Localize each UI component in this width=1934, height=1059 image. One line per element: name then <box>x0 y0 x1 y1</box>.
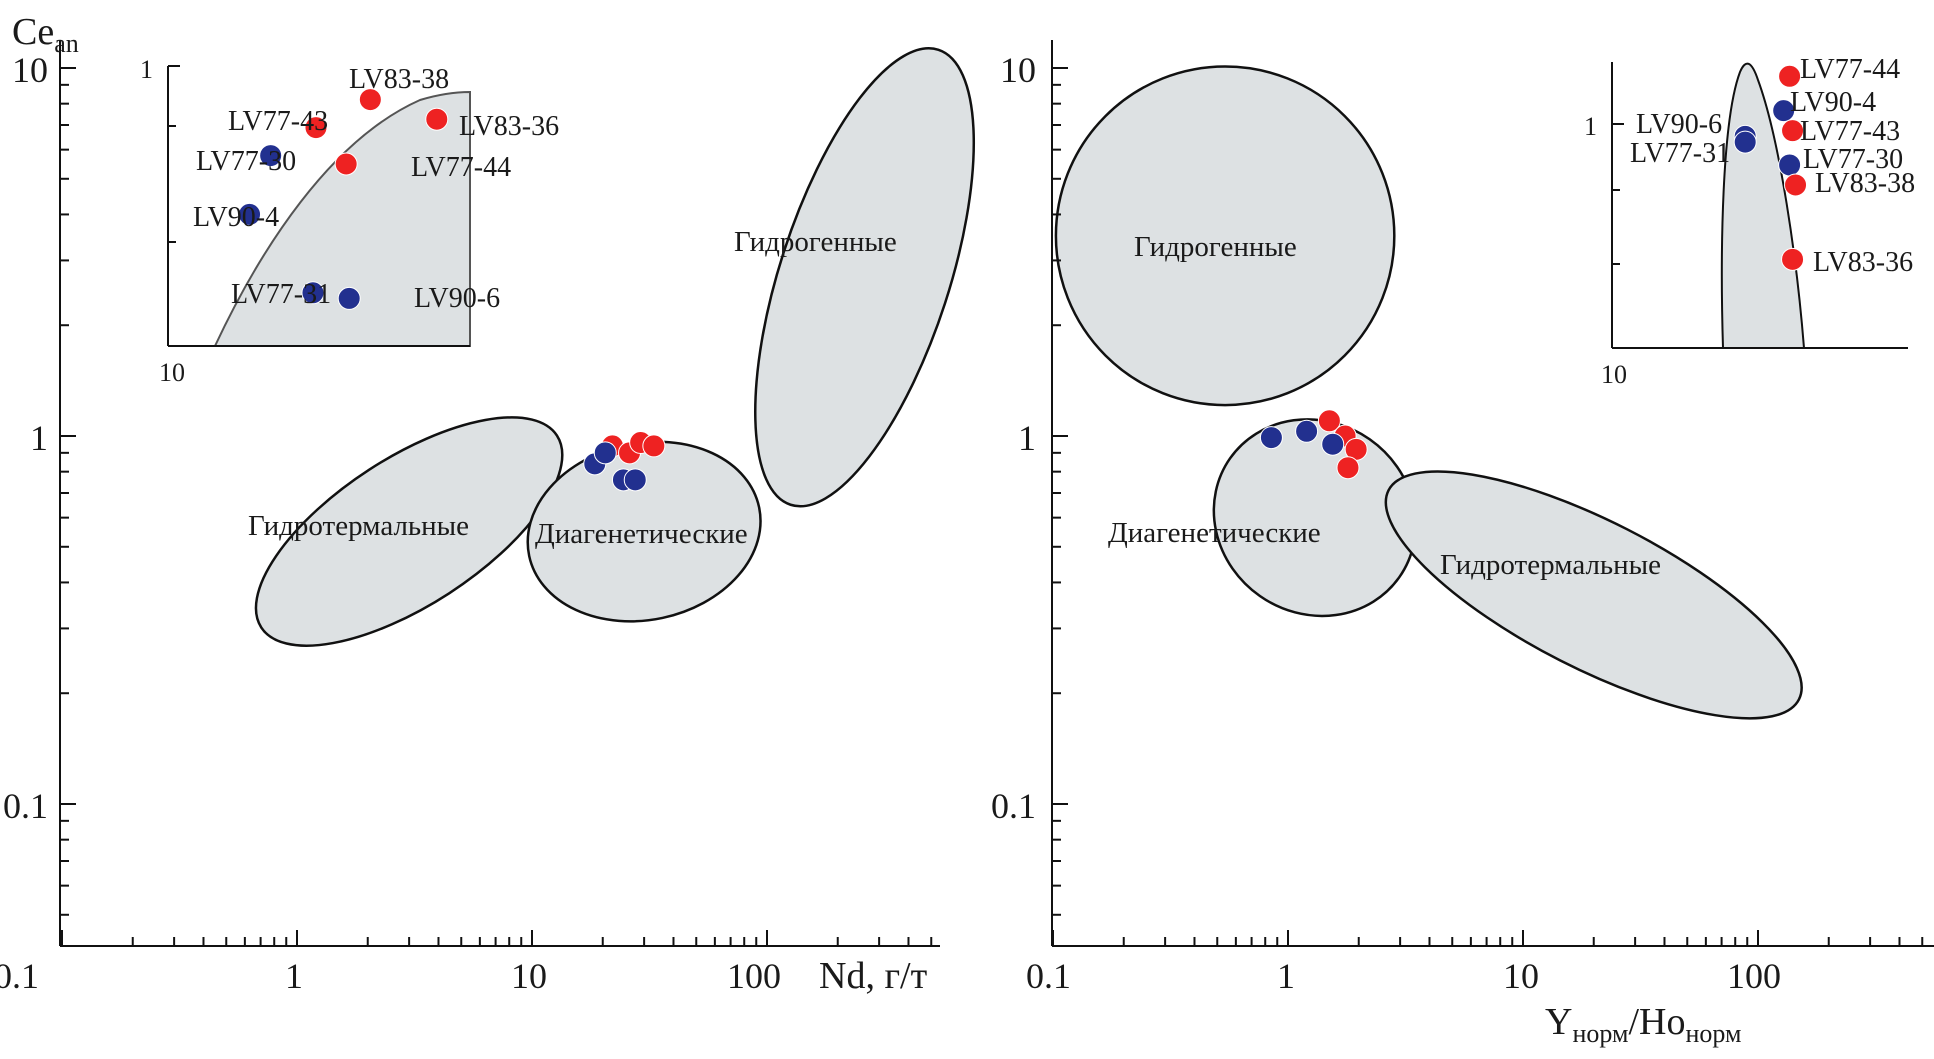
inset-point-lv83-38 <box>358 88 382 112</box>
left-points <box>583 431 666 492</box>
left-field-label-diagenetic: Диагенетические <box>535 518 748 550</box>
right-inset-label-lv83-36: LV83-36 <box>1813 247 1913 278</box>
right-points <box>1259 409 1368 480</box>
left-field-label-hydrogenetic: Гидрогенные <box>734 226 897 258</box>
right-x-axis-title: Yнорм/Hoнорм <box>1545 1001 1741 1048</box>
left-inset-label-lv77-31: LV77-31 <box>231 279 331 310</box>
blue-data-point <box>1259 426 1283 450</box>
right-inset-label-lv77-30: LV77-30 <box>1803 144 1903 175</box>
right-fields <box>1054 65 1803 720</box>
red-data-point <box>1317 409 1341 433</box>
inset-point-lv90-4 <box>238 202 262 226</box>
inset-point-lv77-43 <box>304 116 328 140</box>
field-ellipse <box>1212 418 1417 618</box>
inset-point-lv83-36 <box>1781 247 1805 271</box>
right-field-label-diagenetic: Диагенетические <box>1108 517 1321 549</box>
left-x-tick-0.1: 0.1 <box>0 956 39 996</box>
field-ellipse <box>1054 65 1396 407</box>
right-inset-label-lv77-43: LV77-43 <box>1800 116 1900 147</box>
left-fields <box>254 47 976 647</box>
left-field-label-hydrothermal: Гидротермальные <box>248 510 469 542</box>
field-ellipse <box>1384 470 1803 720</box>
left-axes <box>59 40 940 947</box>
right-inset-y-tick-label: 1 <box>1584 112 1597 141</box>
inset-point-lv77-44 <box>1778 64 1802 88</box>
inset-point-lv90-4 <box>1772 99 1796 123</box>
left-y-axis-title: Cean <box>12 11 79 58</box>
right-axes <box>1051 40 1934 947</box>
right-x-tick-0.1: 0.1 <box>1026 956 1071 996</box>
right-y-tick-10: 10 <box>1000 50 1036 90</box>
right-field-label-hydrogenetic: Гидрогенные <box>1134 231 1297 263</box>
right-inset-x-tick-label: 10 <box>1601 360 1627 389</box>
field-ellipse <box>754 47 976 508</box>
right-inset: 1 10 LV77-44 LV90-4 LV77-43 LV90-6 LV77-… <box>1584 54 1915 389</box>
left-x-axis-title: Nd, г/т <box>819 955 928 997</box>
red-data-point <box>642 434 666 458</box>
blue-data-point <box>1321 432 1345 456</box>
right-inset-points <box>1733 64 1808 271</box>
left-x-tick-100: 100 <box>727 956 781 996</box>
left-y-tick-1: 1 <box>30 418 48 458</box>
right-inset-label-lv83-38: LV83-38 <box>1815 168 1915 199</box>
blue-data-point <box>623 468 647 492</box>
field-ellipse <box>254 416 564 647</box>
inset-point-lv77-30 <box>1778 153 1802 177</box>
left-inset-x-tick-label: 10 <box>159 358 185 387</box>
right-inset-label-lv77-31: LV77-31 <box>1630 138 1730 169</box>
blue-data-point <box>593 441 617 465</box>
inset-point-lv77-31 <box>1733 130 1757 154</box>
left-y-tick-0.1: 0.1 <box>3 786 48 826</box>
right-field-label-hydrothermal: Гидротермальные <box>1440 549 1661 581</box>
left-inset-label-lv83-38: LV83-38 <box>349 64 449 95</box>
right-x-tick-100: 100 <box>1727 956 1781 996</box>
left-inset-y-tick-label: 1 <box>140 55 153 84</box>
left-inset-points <box>238 88 449 310</box>
left-inset-label-lv77-43: LV77-43 <box>228 106 328 137</box>
left-inset-label-lv83-36: LV83-36 <box>459 111 559 142</box>
red-data-point <box>1336 456 1360 480</box>
right-y-tick-1: 1 <box>1018 418 1036 458</box>
right-x-tick-10: 10 <box>1503 956 1539 996</box>
left-y-tick-10: 10 <box>12 50 48 90</box>
inset-point-lv83-38 <box>1784 173 1808 197</box>
inset-point-lv83-36 <box>425 107 449 131</box>
inset-point-lv90-6 <box>337 286 361 310</box>
right-inset-label-lv90-6: LV90-6 <box>1636 109 1722 140</box>
right-y-tick-0.1: 0.1 <box>991 786 1036 826</box>
left-inset-field <box>213 90 471 347</box>
left-chart: Cean Nd, г/т 0.1 1 10 100 10 1 0.1 Гидро… <box>0 11 976 997</box>
left-inset: 1 10 LV83-38 LV83-36 LV77-43 LV77-44 LV7… <box>140 55 559 387</box>
right-inset-label-lv77-44: LV77-44 <box>1800 54 1900 85</box>
inset-point-lv77-31 <box>301 281 325 305</box>
left-inset-label-lv90-4: LV90-4 <box>193 202 279 233</box>
left-x-tick-1: 1 <box>285 956 303 996</box>
inset-point-lv77-30 <box>259 144 283 168</box>
left-inset-label-lv77-30: LV77-30 <box>196 146 296 177</box>
inset-point-lv77-44 <box>334 152 358 176</box>
left-x-tick-10: 10 <box>511 956 547 996</box>
right-inset-label-lv90-4: LV90-4 <box>1790 87 1876 118</box>
left-inset-label-lv77-44: LV77-44 <box>411 152 511 183</box>
left-inset-label-lv90-6: LV90-6 <box>414 283 500 314</box>
inset-point-lv77-43 <box>1781 119 1805 143</box>
right-chart: Yнорм/Hoнорм 0.1 1 10 100 10 1 0.1 Гидро… <box>991 40 1934 1048</box>
right-x-tick-1: 1 <box>1277 956 1295 996</box>
blue-data-point <box>1295 419 1319 443</box>
